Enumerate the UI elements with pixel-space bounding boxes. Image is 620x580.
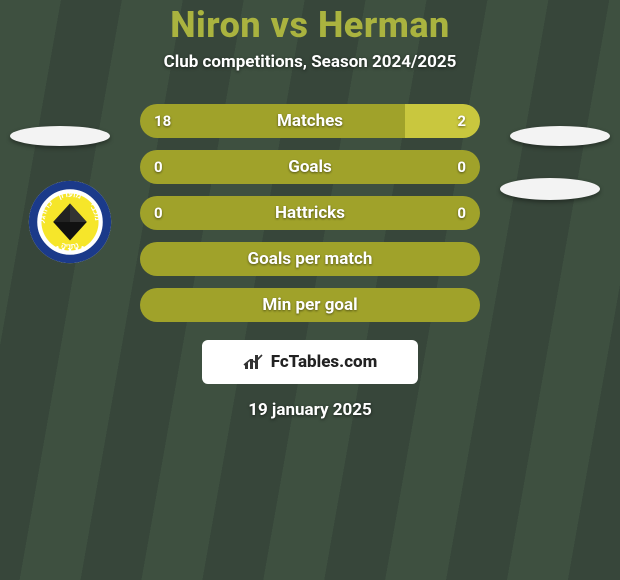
stat-bar-right-value: 0 — [457, 204, 466, 222]
stat-bar-row: Goals00 — [140, 150, 480, 184]
stat-bar-left-fill — [140, 104, 405, 138]
stat-bar-left-value: 0 — [154, 158, 163, 176]
player-right-mid-ellipse — [500, 178, 600, 200]
stat-bar-row: Min per goal — [140, 288, 480, 322]
page-subtitle: Club competitions, Season 2024/2025 — [164, 52, 457, 72]
stat-bar-left-fill — [140, 150, 480, 184]
content-root: Niron vs Herman Club competitions, Seaso… — [0, 0, 620, 580]
stat-bar-row: Goals per match — [140, 242, 480, 276]
bar-chart-icon — [243, 353, 265, 371]
stat-bar-left-value: 0 — [154, 204, 163, 222]
stat-bar-left-fill — [140, 288, 480, 322]
team-badge-svg: מועדון כדורגל מכבי נתניה — [28, 180, 112, 264]
stat-bar-left-fill — [140, 196, 480, 230]
stat-bar-right-value: 0 — [457, 158, 466, 176]
team-badge-icon: מועדון כדורגל מכבי נתניה — [28, 180, 112, 264]
player-left-top-ellipse — [10, 126, 110, 146]
stat-bar-right-value: 2 — [457, 112, 466, 130]
player-right-top-ellipse — [510, 126, 610, 146]
stat-bar-left-fill — [140, 242, 480, 276]
stat-bar-row: Matches182 — [140, 104, 480, 138]
fctables-brand-box: FcTables.com — [202, 340, 418, 384]
stat-bars: Matches182Goals00Hattricks00Goals per ma… — [140, 104, 480, 322]
page-title: Niron vs Herman — [170, 4, 450, 46]
date-text: 19 january 2025 — [248, 400, 372, 420]
stat-bar-row: Hattricks00 — [140, 196, 480, 230]
stat-bar-left-value: 18 — [154, 112, 171, 130]
fctables-brand-text: FcTables.com — [271, 352, 378, 372]
stat-bar-right-fill — [405, 104, 480, 138]
